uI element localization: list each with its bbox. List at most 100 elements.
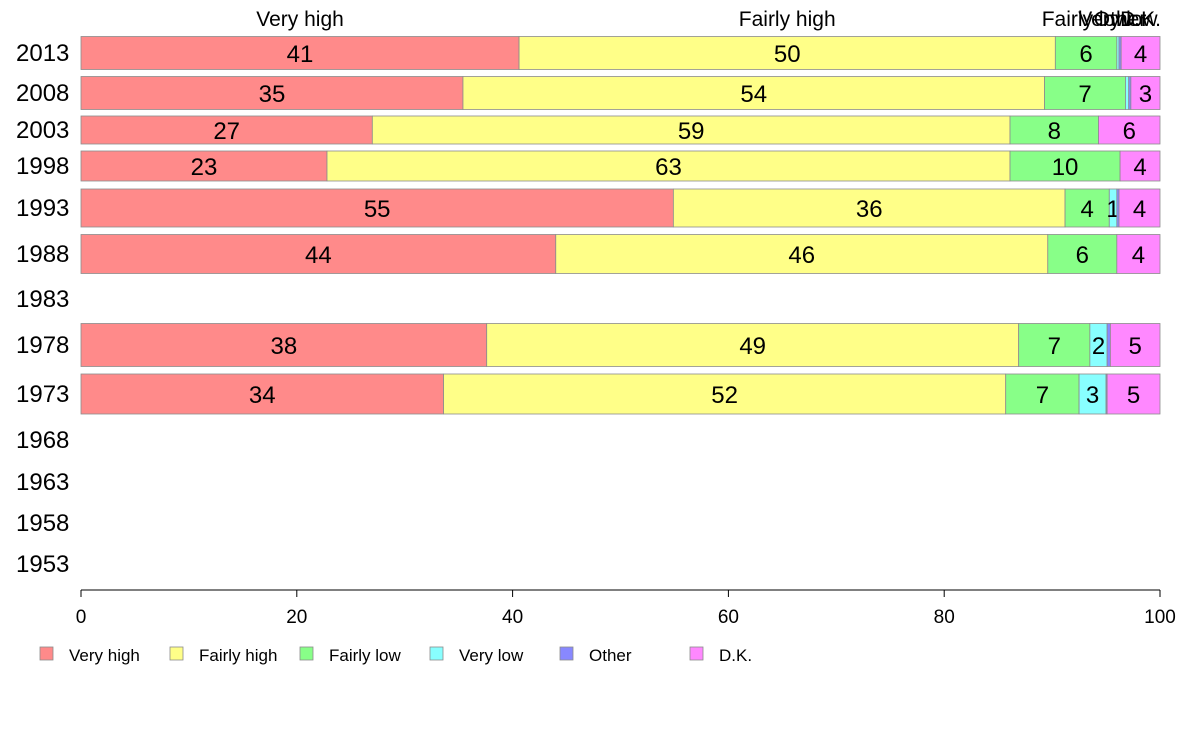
legend-label-very-low: Very low <box>459 646 524 665</box>
bar-1993-very-high <box>80 188 674 228</box>
bar-1988-very-high <box>80 234 557 274</box>
value-label-2013-fairly-low: 6 <box>1079 41 1092 68</box>
bar-1993-d-k <box>1118 188 1161 228</box>
value-label-2003-d-k: 6 <box>1123 118 1136 145</box>
value-label-1993-fairly-low: 4 <box>1080 196 1093 223</box>
value-label-1973-fairly-low: 7 <box>1036 382 1049 409</box>
x-tick-label-100: 100 <box>1144 607 1176 628</box>
year-label-1978: 1978 <box>16 332 69 359</box>
value-label-1978-d-k: 5 <box>1129 333 1142 360</box>
bar-1998-very-high <box>80 150 328 182</box>
top-label-very-high: Very high <box>256 8 344 31</box>
bar-2003-very-high <box>80 115 373 145</box>
value-label-2003-very-high: 27 <box>213 118 240 145</box>
legend-swatch-fairly-low <box>299 646 314 661</box>
legend-swatch-other <box>559 646 574 661</box>
value-label-1988-d-k: 4 <box>1132 242 1145 269</box>
value-label-1993-fairly-high: 36 <box>856 196 883 223</box>
value-label-2008-d-k: 3 <box>1139 81 1152 108</box>
year-label-1993: 1993 <box>16 195 69 222</box>
bar-1978-very-high <box>80 323 488 367</box>
value-label-1988-fairly-low: 6 <box>1076 242 1089 269</box>
value-label-1988-fairly-high: 46 <box>788 242 815 269</box>
year-label-1968: 1968 <box>16 427 69 454</box>
value-label-1978-fairly-high: 49 <box>739 333 766 360</box>
top-label-very-low: Very low <box>1078 8 1158 31</box>
value-label-2008-fairly-low: 7 <box>1078 81 1091 108</box>
legend-label-fairly-low: Fairly low <box>329 646 402 665</box>
x-axis: 0 20 40 60 80 100 <box>76 589 1176 628</box>
bar-2013-fairly-low <box>1054 36 1118 70</box>
value-label-1973-very-high: 34 <box>249 382 276 409</box>
bar-1993-fairly-low <box>1064 188 1110 228</box>
top-label-d-k: D.K. <box>1120 8 1161 31</box>
legend-swatch-fairly-high <box>169 646 184 661</box>
value-label-2003-fairly-low: 8 <box>1048 118 1061 145</box>
value-label-1998-very-high: 23 <box>191 154 218 181</box>
bar-1978-fairly-low <box>1018 323 1091 367</box>
top-label-fairly-high: Fairly high <box>739 8 836 31</box>
value-label-1973-very-low: 3 <box>1086 382 1099 409</box>
bar-1978-other <box>1106 323 1111 367</box>
year-label-1963: 1963 <box>16 469 69 496</box>
value-label-1998-fairly-high: 63 <box>655 154 682 181</box>
year-label-1988: 1988 <box>16 241 69 268</box>
legend-label-d-k: D.K. <box>719 646 752 665</box>
bar-1973-d-k <box>1106 373 1161 415</box>
legend-label-fairly-high: Fairly high <box>199 646 277 665</box>
value-label-1973-fairly-high: 52 <box>711 382 738 409</box>
bar-1988-fairly-high <box>555 234 1049 274</box>
value-label-2013-fairly-high: 50 <box>774 41 801 68</box>
value-label-1978-very-low: 2 <box>1092 333 1105 360</box>
bar-2008-very-low <box>1125 76 1130 110</box>
year-label-2008: 2008 <box>16 80 69 107</box>
x-tick-label-60: 60 <box>718 607 739 628</box>
value-label-2008-very-high: 35 <box>259 81 286 108</box>
top-label-other: Other <box>1094 8 1147 31</box>
value-label-1998-fairly-low: 10 <box>1052 154 1079 181</box>
x-tick-label-0: 0 <box>76 607 87 628</box>
bar-1998-fairly-low <box>1009 150 1121 182</box>
legend: Very high Fairly high Fairly low Very low Ot… <box>39 646 752 665</box>
year-label-1953: 1953 <box>16 551 69 578</box>
bar-2003-fairly-low <box>1009 115 1099 145</box>
value-label-1993-very-high: 55 <box>364 196 391 223</box>
bar-1973-very-low <box>1078 373 1107 415</box>
year-label-1958: 1958 <box>16 510 69 537</box>
bar-2008-d-k <box>1130 76 1161 110</box>
bar-1978-d-k <box>1109 323 1161 367</box>
legend-swatch-very-high <box>39 646 54 661</box>
year-label-2013: 2013 <box>16 40 69 67</box>
bar-2008-very-high <box>80 76 464 110</box>
value-label-1978-very-high: 38 <box>271 333 298 360</box>
year-label-1998: 1998 <box>16 153 69 180</box>
x-tick-label-20: 20 <box>286 607 307 628</box>
year-label-2003: 2003 <box>16 117 69 144</box>
value-label-2003-fairly-high: 59 <box>678 118 705 145</box>
bar-2013-fairly-high <box>518 36 1056 70</box>
legend-label-very-high: Very high <box>69 646 140 665</box>
value-label-1988-very-high: 44 <box>305 242 332 269</box>
bar-1988-d-k <box>1116 234 1161 274</box>
value-label-1993-very-low: 1 <box>1106 196 1119 223</box>
year-label-1983: 1983 <box>16 286 69 313</box>
x-tick-label-40: 40 <box>502 607 523 628</box>
value-label-1998-d-k: 4 <box>1133 154 1146 181</box>
year-labels-layer: 2013 2008 2003 1998 1993 1988 1983 1978 1973 1968… <box>16 40 69 578</box>
value-label-2013-d-k: 4 <box>1134 41 1147 68</box>
bar-1973-fairly-low <box>1005 373 1080 415</box>
legend-label-other: Other <box>589 646 632 665</box>
bars-layer: 41 50 6 435 54 7 327 59 8 623 63 10 455 36 4 1 444 46 6 438… <box>80 36 1161 415</box>
bar-2013-d-k <box>1120 36 1161 70</box>
legend-swatch-very-low <box>429 646 444 661</box>
value-label-2008-fairly-high: 54 <box>740 81 767 108</box>
x-tick-label-80: 80 <box>934 607 955 628</box>
value-label-1978-fairly-low: 7 <box>1048 333 1061 360</box>
bar-2008-fairly-high <box>462 76 1045 110</box>
bar-2008-fairly-low <box>1044 76 1126 110</box>
top-label-fairly-low: Fairly low <box>1042 8 1132 31</box>
value-label-1993-d-k: 4 <box>1133 196 1146 223</box>
year-label-1973: 1973 <box>16 381 69 408</box>
